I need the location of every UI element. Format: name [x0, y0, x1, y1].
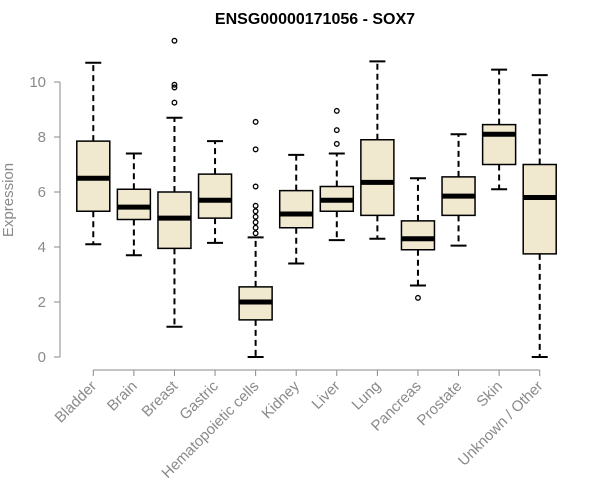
box-iqr: [197, 173, 233, 219]
box-unknown-other: [522, 74, 557, 358]
outlier-point: [252, 208, 259, 215]
outlier-point: [252, 230, 259, 237]
y-tick-label: 0: [38, 349, 46, 366]
box-skin: [481, 68, 517, 191]
outlier-point: [252, 146, 259, 153]
outlier-point: [171, 84, 178, 91]
box-iqr: [481, 123, 517, 166]
outlier-point: [171, 81, 178, 88]
box-iqr: [360, 139, 395, 217]
y-axis-label: Expression: [0, 163, 17, 237]
box-breast: [157, 37, 192, 328]
box-bladder: [76, 61, 111, 246]
box-iqr: [400, 220, 436, 251]
x-tick-label: Lung: [349, 378, 385, 414]
box-prostate: [441, 133, 476, 247]
box-hematopoietic-cells: [238, 118, 273, 358]
outlier-point: [333, 127, 340, 134]
box-gastric: [197, 140, 233, 244]
outlier-point: [252, 219, 259, 226]
chart-title: ENSG00000171056 - SOX7: [215, 11, 415, 28]
box-iqr: [278, 189, 314, 229]
x-tick-label: Bladder: [52, 378, 101, 427]
outlier-point: [252, 118, 259, 125]
outlier-point: [333, 140, 340, 147]
y-tick-label: 4: [38, 239, 46, 256]
box-lung: [360, 60, 395, 240]
box-brain: [116, 152, 152, 257]
outlier-point: [252, 202, 259, 209]
box-kidney: [278, 153, 314, 265]
outlier-point: [171, 37, 178, 44]
x-tick-label: Breast: [139, 377, 182, 420]
box-pancreas: [400, 177, 436, 301]
y-tick-label: 8: [38, 129, 46, 146]
boxes: [76, 37, 557, 358]
axes: 0 2 4 6 8 10: [29, 74, 541, 376]
outlier-point: [415, 294, 421, 301]
x-tick-label: Skin: [473, 378, 506, 411]
y-tick-label: 2: [38, 294, 46, 311]
x-tick-label: Kidney: [259, 377, 304, 422]
outlier-point: [252, 183, 259, 190]
box-liver: [319, 107, 355, 242]
box-iqr: [522, 163, 557, 255]
box-iqr: [116, 188, 152, 221]
outlier-point: [252, 224, 259, 231]
x-tick-label: Brain: [104, 378, 141, 415]
outlier-point: [171, 99, 178, 106]
x-tick-label: Liver: [309, 378, 344, 413]
outlier-point: [333, 107, 340, 114]
y-tick-label: 10: [29, 74, 46, 91]
outlier-point: [252, 213, 259, 220]
y-tick-label: 6: [38, 184, 46, 201]
x-tick-label: Prostate: [414, 378, 466, 430]
